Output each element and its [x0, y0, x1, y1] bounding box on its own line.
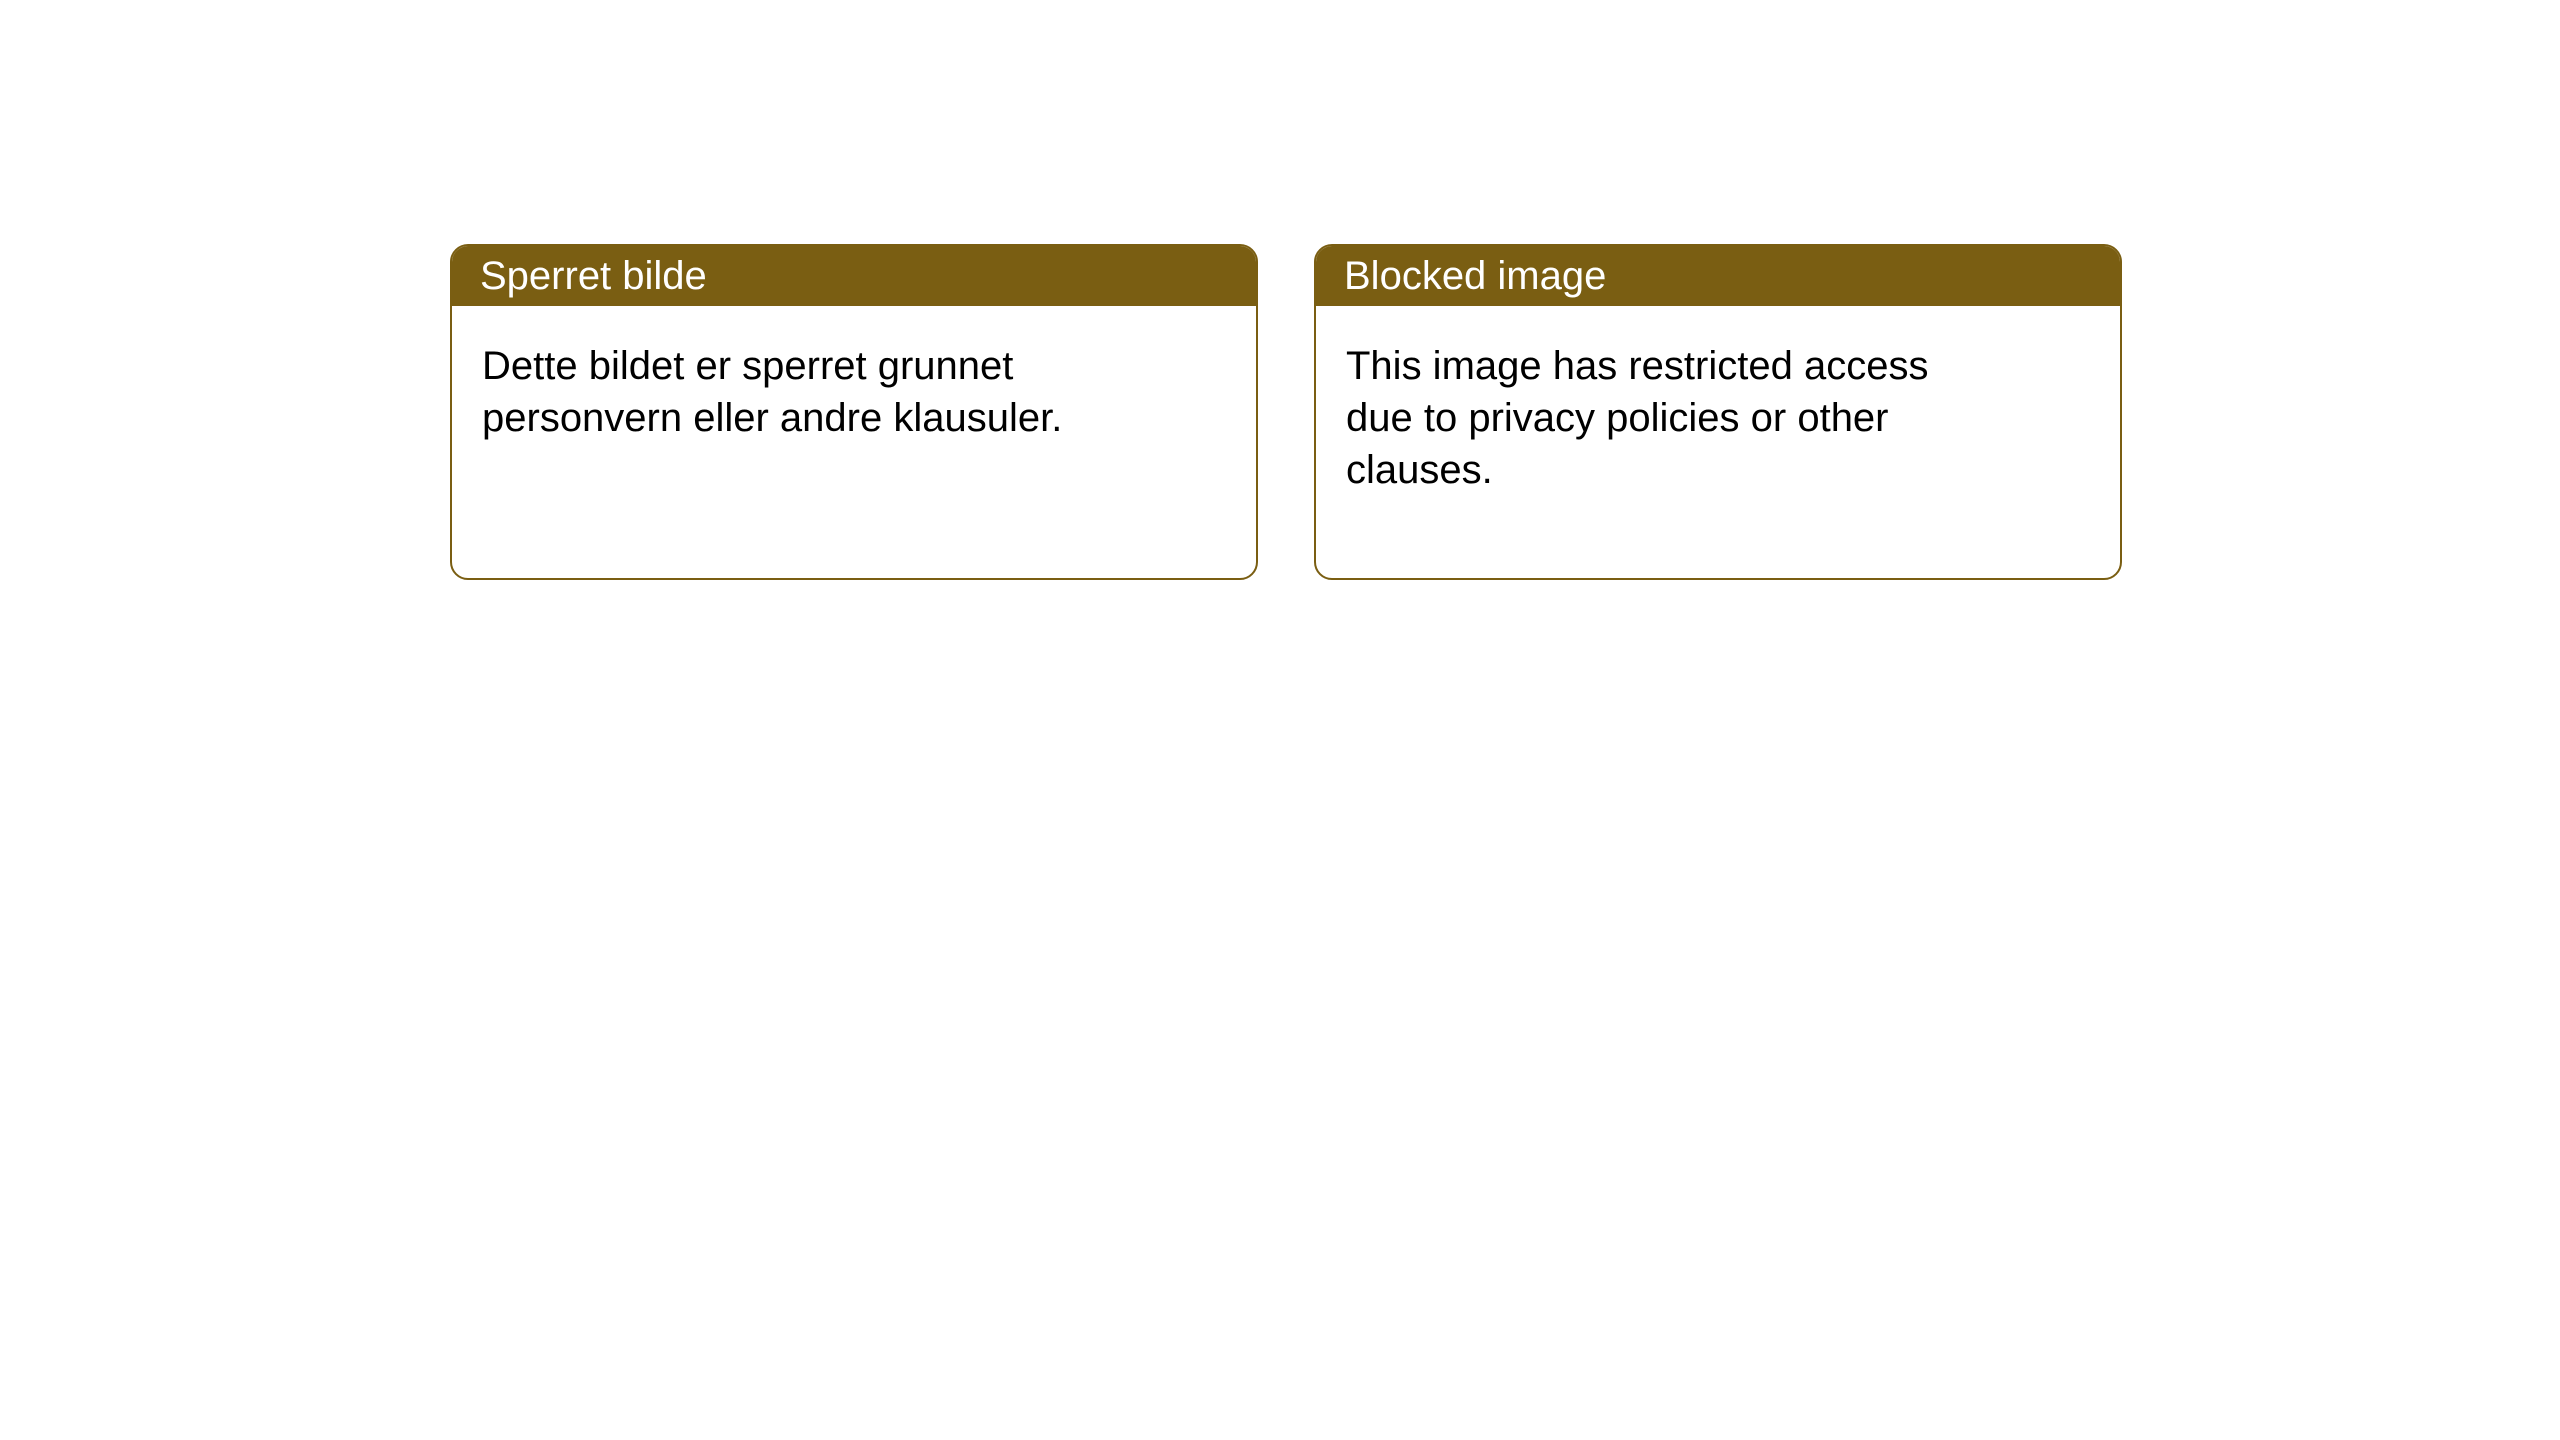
notice-body: This image has restricted access due to …	[1316, 306, 1996, 530]
notice-title: Blocked image	[1344, 254, 1606, 299]
notice-body-text: This image has restricted access due to …	[1346, 344, 1928, 492]
notice-header: Blocked image	[1316, 246, 2120, 306]
notice-body-text: Dette bildet er sperret grunnet personve…	[482, 344, 1062, 440]
notice-header: Sperret bilde	[452, 246, 1256, 306]
notice-body: Dette bildet er sperret grunnet personve…	[452, 306, 1132, 478]
notice-box-norwegian: Sperret bilde Dette bildet er sperret gr…	[450, 244, 1258, 580]
notice-title: Sperret bilde	[480, 254, 707, 299]
notices-container: Sperret bilde Dette bildet er sperret gr…	[0, 0, 2560, 580]
notice-box-english: Blocked image This image has restricted …	[1314, 244, 2122, 580]
